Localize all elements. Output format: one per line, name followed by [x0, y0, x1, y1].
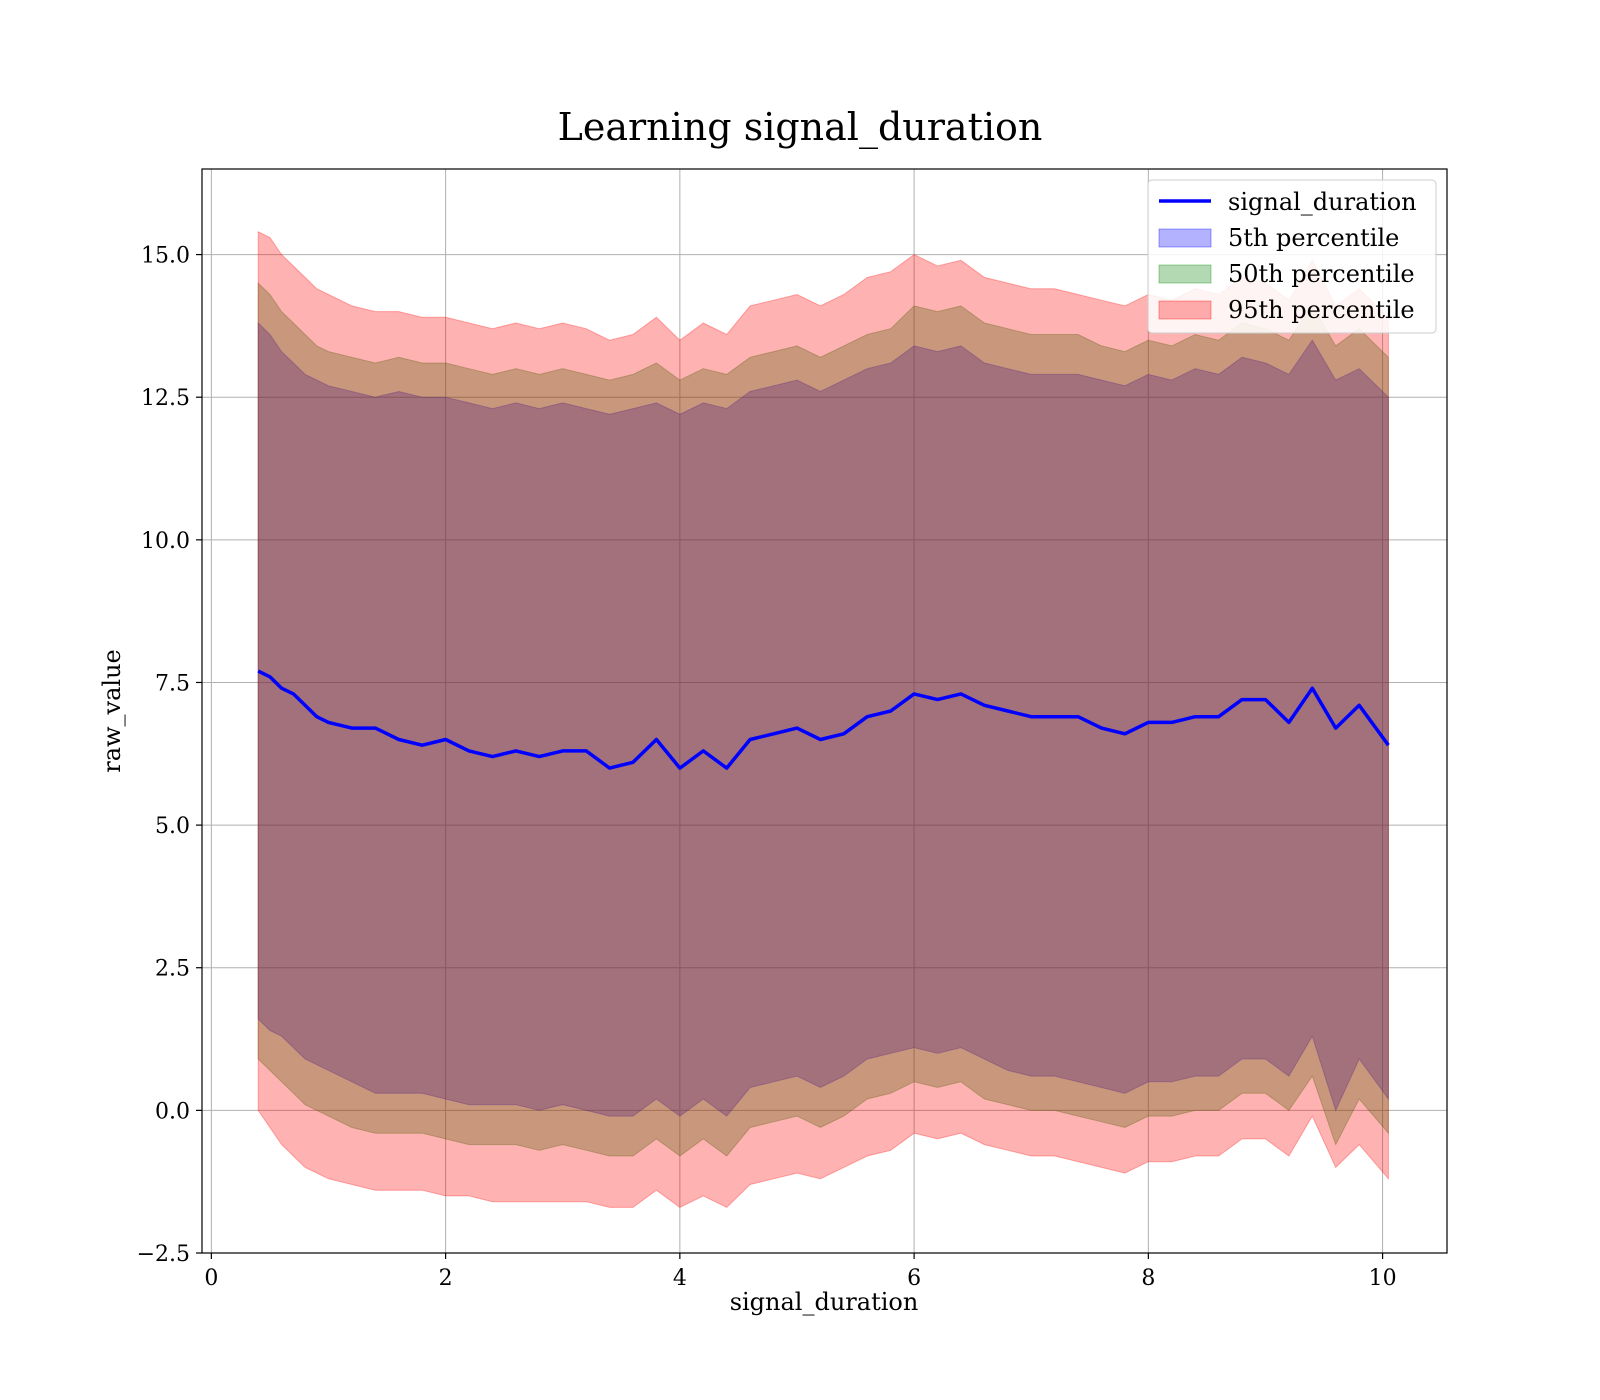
x-tick-label: 10 — [1369, 1266, 1397, 1291]
y-axis-ticks: −2.5 0.0 2.5 5.0 7.5 10.0 12.5 15.0 — [137, 244, 202, 1267]
x-axis-ticks: 0 2 4 6 8 10 — [204, 1253, 1397, 1291]
y-axis-label: raw_value — [98, 649, 126, 773]
chart-title: Learning signal_duration — [558, 105, 1043, 150]
line-signal-duration — [257, 669, 1390, 770]
band-50th-percentile — [257, 281, 1389, 1157]
x-tick-label: 0 — [204, 1266, 218, 1291]
line-series — [257, 669, 1390, 770]
y-tick-label: 12.5 — [141, 386, 190, 411]
x-axis-label: signal_duration — [730, 1288, 919, 1316]
band-5th-percentile — [257, 321, 1389, 1117]
y-tick-label: 2.5 — [155, 957, 190, 982]
legend-box — [1147, 179, 1437, 334]
plot-area-frame — [201, 168, 1448, 1254]
legend-swatch-5th-percentile — [1158, 228, 1212, 248]
percentile-bands — [257, 231, 1389, 1209]
y-tick-label: 10.0 — [141, 529, 190, 554]
y-tick-label: 7.5 — [155, 671, 190, 696]
legend: signal_duration 5th percentile 50th perc… — [1147, 179, 1437, 334]
y-tick-label: 5.0 — [155, 814, 190, 839]
y-tick-label: 15.0 — [141, 244, 190, 269]
x-tick-label: 8 — [1141, 1266, 1155, 1291]
y-tick-label: −2.5 — [137, 1242, 190, 1267]
legend-swatch-50th-percentile — [1158, 264, 1212, 284]
legend-swatch-95th-percentile — [1158, 300, 1212, 320]
legend-label-5th-percentile: 5th percentile — [1228, 224, 1399, 252]
x-tick-label: 2 — [439, 1266, 453, 1291]
band-95th-percentile — [257, 231, 1389, 1209]
y-tick-label: 0.0 — [155, 1099, 190, 1124]
x-tick-label: 6 — [907, 1266, 921, 1291]
legend-label-signal-duration: signal_duration — [1228, 188, 1417, 216]
x-tick-label: 4 — [673, 1266, 687, 1291]
legend-label-95th-percentile: 95th percentile — [1228, 296, 1415, 324]
legend-label-50th-percentile: 50th percentile — [1228, 260, 1415, 288]
